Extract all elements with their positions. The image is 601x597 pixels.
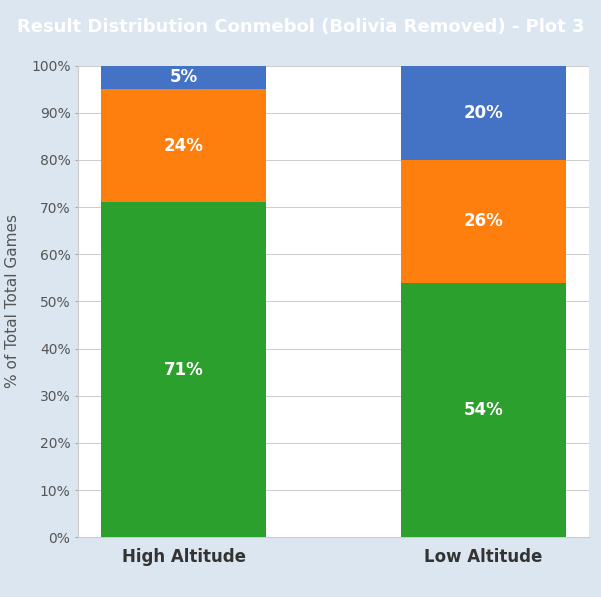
Text: 5%: 5% bbox=[169, 69, 198, 87]
Y-axis label: % of Total Total Games: % of Total Total Games bbox=[5, 214, 20, 389]
Bar bbox=[102, 66, 266, 89]
Bar bbox=[401, 282, 566, 537]
Bar bbox=[401, 160, 566, 282]
Text: 20%: 20% bbox=[463, 104, 503, 122]
Text: 26%: 26% bbox=[463, 213, 503, 230]
Text: Result Distribution Conmebol (Bolivia Removed) - Plot 3: Result Distribution Conmebol (Bolivia Re… bbox=[17, 18, 584, 36]
Bar bbox=[102, 202, 266, 537]
Bar bbox=[401, 66, 566, 160]
Text: 54%: 54% bbox=[463, 401, 503, 419]
Text: 71%: 71% bbox=[164, 361, 204, 379]
Text: 24%: 24% bbox=[164, 137, 204, 155]
Bar bbox=[102, 89, 266, 202]
